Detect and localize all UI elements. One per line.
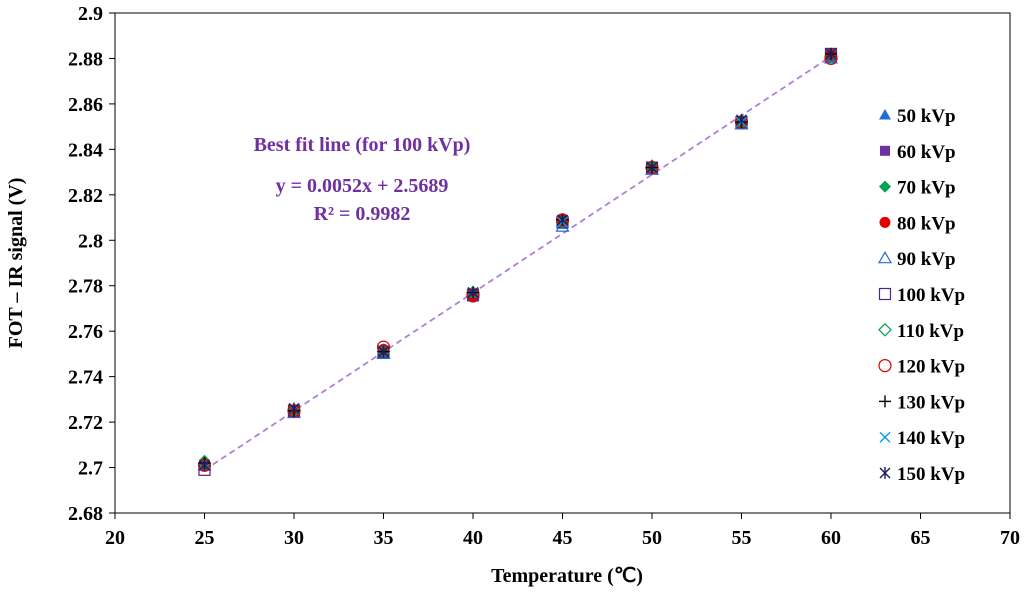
points-layer xyxy=(197,47,839,476)
legend-label: 140 kVp xyxy=(897,428,965,449)
trendline-r-squared: R² = 0.9982 xyxy=(314,203,411,225)
legend-label: 60 kVp xyxy=(897,142,956,163)
legend-label: 90 kVp xyxy=(897,249,956,270)
trendline-equation: y = 0.0052x + 2.5689 xyxy=(276,175,449,197)
legend-marker xyxy=(880,145,890,156)
legend-marker xyxy=(879,395,891,408)
y-tick-label: 2.9 xyxy=(78,3,103,25)
legend-item-70-kvp: 70 kVp xyxy=(879,178,956,199)
legend-item-80-kvp: 80 kVp xyxy=(879,213,956,234)
y-tick-label: 2.7 xyxy=(78,458,103,480)
marker-shape xyxy=(879,431,891,443)
trendline xyxy=(204,55,832,471)
trendline-layer xyxy=(204,55,832,471)
y-tick-label: 2.68 xyxy=(68,503,103,525)
legend-marker xyxy=(878,322,892,337)
data-point-150-kvp xyxy=(199,459,210,472)
y-tick-label: 2.86 xyxy=(68,94,103,116)
legend-marker xyxy=(879,431,891,443)
legend-marker xyxy=(877,250,893,264)
x-tick-label: 65 xyxy=(911,527,931,549)
legend-label: 130 kVp xyxy=(897,392,965,413)
y-tick-label: 2.78 xyxy=(68,276,103,298)
legend-marker xyxy=(879,109,891,120)
legend-item-140-kvp: 140 kVp xyxy=(879,428,965,449)
legend-item-60-kvp: 60 kVp xyxy=(880,142,956,163)
y-tick-label: 2.76 xyxy=(68,321,103,343)
legend-label: 120 kVp xyxy=(897,357,965,378)
ticks-layer: 20 25 30 35 40 45 50 55 60 65 70 2.68 2.7 2.72 2.74 2.7… xyxy=(68,3,1020,549)
x-tick-label: 20 xyxy=(105,527,125,549)
y-axis-label: FOT – IR signal (V) xyxy=(5,178,27,349)
legend-label: 110 kVp xyxy=(897,321,964,342)
legend-label: 100 kVp xyxy=(897,285,965,306)
trendline-label-1: Best fit line (for 100 kVp) xyxy=(254,134,471,156)
data-point-150-kvp xyxy=(646,161,658,174)
marker-shape xyxy=(879,109,891,120)
y-tick-label: 2.84 xyxy=(68,139,103,161)
x-tick-label: 50 xyxy=(642,527,662,549)
legend-item-90-kvp: 90 kVp xyxy=(877,249,956,270)
x-tick-label: 60 xyxy=(821,527,841,549)
data-point-150-kvp xyxy=(378,345,389,358)
legend-marker xyxy=(879,216,891,228)
x-tick-label: 70 xyxy=(1000,527,1020,549)
x-tick-label: 55 xyxy=(732,527,752,549)
y-tick-label: 2.72 xyxy=(68,412,103,434)
y-tick-label: 2.74 xyxy=(68,367,103,389)
x-tick-label: 25 xyxy=(195,527,215,549)
legend-item-110-kvp: 110 kVp xyxy=(878,321,964,342)
legend-marker xyxy=(879,467,891,479)
legend-marker xyxy=(878,287,892,301)
legend: 50 kVp 60 kVp 70 kVp 80 kVp 90 kVp 100 kVp 110… xyxy=(877,106,965,485)
x-tick-label: 30 xyxy=(284,527,304,549)
x-tick-label: 35 xyxy=(374,527,394,549)
y-tick-label: 2.8 xyxy=(78,230,103,252)
legend-marker xyxy=(879,180,891,193)
legend-item-50-kvp: 50 kVp xyxy=(879,106,956,127)
legend-label: 50 kVp xyxy=(897,106,956,127)
x-tick-label: 40 xyxy=(463,527,483,549)
legend-item-100-kvp: 100 kVp xyxy=(878,285,965,306)
data-point-150-kvp xyxy=(467,286,479,299)
x-tick-label: 45 xyxy=(553,527,573,549)
marker-shape xyxy=(878,359,892,373)
data-point-150-kvp xyxy=(736,113,747,126)
marker-shape xyxy=(877,250,893,264)
legend-item-150-kvp: 150 kVp xyxy=(879,464,965,485)
data-point-150-kvp xyxy=(288,402,300,415)
legend-label: 80 kVp xyxy=(897,213,956,234)
legend-marker xyxy=(878,359,892,373)
x-axis-label: Temperature (℃) xyxy=(491,565,643,587)
marker-shape xyxy=(878,322,892,337)
marker-shape xyxy=(879,216,891,228)
legend-item-120-kvp: 120 kVp xyxy=(878,357,965,378)
marker-shape xyxy=(880,145,890,156)
marker-shape xyxy=(879,180,891,193)
plot-area xyxy=(114,12,1011,514)
legend-item-130-kvp: 130 kVp xyxy=(879,392,965,413)
legend-label: 70 kVp xyxy=(897,178,956,199)
y-tick-label: 2.82 xyxy=(68,185,103,207)
marker-shape xyxy=(878,287,892,301)
legend-label: 150 kVp xyxy=(897,464,965,485)
data-point-150-kvp xyxy=(557,213,568,226)
data-point-150-kvp xyxy=(825,47,837,60)
y-tick-label: 2.88 xyxy=(68,48,103,70)
